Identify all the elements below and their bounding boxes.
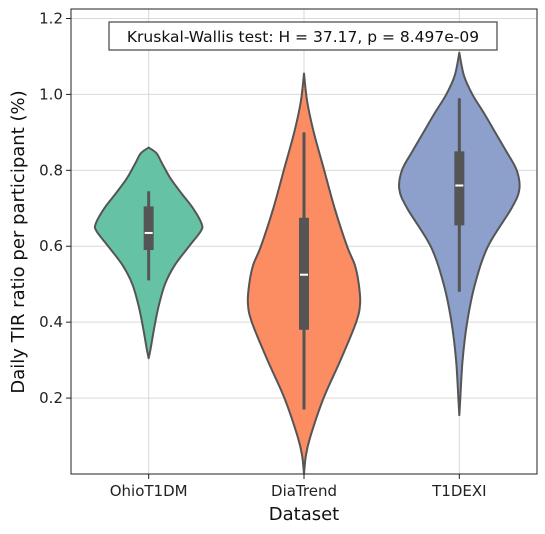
violin-layer [93,51,521,475]
y-axis-label: Daily TIR ratio per participant (%) [8,90,29,393]
x-axis-label: Dataset [269,504,340,525]
y-tick-label: 0.4 [39,313,63,331]
y-tick-label: 0.6 [39,237,63,255]
violin-iqr-box [143,206,154,251]
y-ticks: 0.2 0.4 0.6 0.8 1.0 1.2 [39,9,71,407]
violin-ohiot1dm [93,146,204,360]
annotation-box: Kruskal-Wallis test: H = 37.17, p = 8.49… [108,21,498,51]
violin-diatrend [246,72,362,475]
y-tick-label: 1.0 [39,85,63,103]
y-tick-label: 0.8 [39,161,63,179]
annotation-frame [108,21,498,51]
violin-iqr-box [454,151,465,226]
x-ticks: OhioT1DM DiaTrend T1DEXI [110,474,487,500]
x-tick-label: OhioT1DM [110,482,188,500]
y-tick-label: 1.2 [39,9,63,27]
violin-t1dexi [398,51,521,417]
x-tick-label: DiaTrend [271,482,337,500]
x-tick-label: T1DEXI [431,482,486,500]
y-tick-label: 0.2 [39,389,63,407]
annotation-text: Kruskal-Wallis test: H = 37.17, p = 8.49… [127,28,479,46]
